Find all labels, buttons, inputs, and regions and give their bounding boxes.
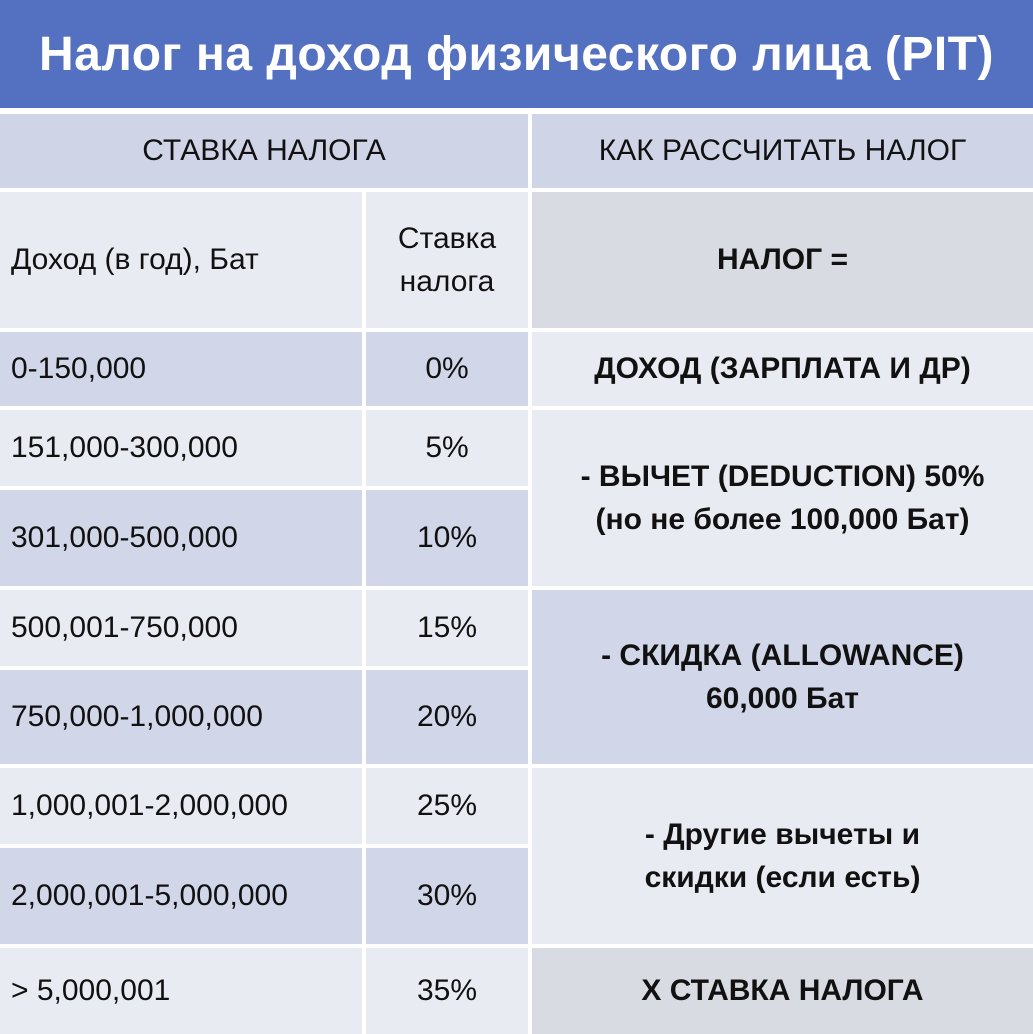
column-header-rate-label: Ставка налога [397, 221, 497, 299]
income-value: 500,001-750,000 [11, 611, 238, 645]
rate-value: 15% [416, 611, 478, 645]
rate-value: 35% [416, 974, 478, 1008]
header-how-to-calc: КАК РАССЧИТАТЬ НАЛОГ [532, 114, 1033, 188]
rate-cell: 10% [366, 490, 528, 586]
rate-value: 5% [425, 431, 469, 465]
rate-cell: 5% [366, 410, 528, 486]
formula-allowance: - СКИДКА (ALLOWANCE) 60,000 Бат [532, 590, 1033, 764]
formula-income: ДОХОД (ЗАРПЛАТА И ДР) [532, 332, 1033, 406]
rate-cell: 30% [366, 848, 528, 944]
rate-cell: 0% [366, 332, 528, 406]
income-value: 301,000-500,000 [11, 521, 238, 555]
formula-tax-equals-label: НАЛОГ = [717, 243, 848, 277]
income-cell: 750,000-1,000,000 [0, 670, 362, 764]
income-cell: 301,000-500,000 [0, 490, 362, 586]
formula-other-deductions-label: - Другие вычеты и скидки (если есть) [644, 817, 921, 895]
income-cell: > 5,000,001 [0, 948, 362, 1034]
rate-cell: 35% [366, 948, 528, 1034]
income-value: 2,000,001-5,000,000 [11, 879, 288, 913]
page-title-bar: Налог на доход физического лица (PIT) [0, 0, 1033, 108]
rate-cell: 15% [366, 590, 528, 666]
formula-deduction-label: - ВЫЧЕТ (DEDUCTION) 50% (но не более 100… [580, 459, 985, 537]
formula-deduction: - ВЫЧЕТ (DEDUCTION) 50% (но не более 100… [532, 410, 1033, 586]
income-value: > 5,000,001 [11, 974, 171, 1008]
column-header-income: Доход (в год), Бат [0, 192, 362, 328]
rate-value: 0% [425, 352, 469, 386]
income-cell: 0-150,000 [0, 332, 362, 406]
header-how-to-calc-label: КАК РАССЧИТАТЬ НАЛОГ [598, 134, 967, 168]
rate-value: 25% [416, 789, 478, 823]
formula-allowance-label: - СКИДКА (ALLOWANCE) 60,000 Бат [601, 638, 964, 716]
rate-value: 10% [416, 521, 478, 555]
income-cell: 500,001-750,000 [0, 590, 362, 666]
income-value: 1,000,001-2,000,000 [11, 789, 288, 823]
rate-cell: 25% [366, 768, 528, 844]
formula-income-label: ДОХОД (ЗАРПЛАТА И ДР) [594, 352, 971, 386]
formula-times-rate: X СТАВКА НАЛОГА [532, 948, 1033, 1034]
formula-other-deductions: - Другие вычеты и скидки (если есть) [532, 768, 1033, 944]
header-tax-rate: СТАВКА НАЛОГА [0, 114, 528, 188]
formula-tax-equals: НАЛОГ = [532, 192, 1033, 328]
page-title: Налог на доход физического лица (PIT) [39, 27, 994, 81]
formula-times-rate-label: X СТАВКА НАЛОГА [641, 974, 924, 1008]
header-tax-rate-label: СТАВКА НАЛОГА [142, 134, 386, 168]
income-cell: 1,000,001-2,000,000 [0, 768, 362, 844]
column-header-income-label: Доход (в год), Бат [11, 243, 259, 277]
column-header-rate: Ставка налога [366, 192, 528, 328]
rate-value: 30% [416, 879, 478, 913]
income-value: 151,000-300,000 [11, 431, 238, 465]
rate-value: 20% [416, 700, 478, 734]
income-value: 750,000-1,000,000 [11, 700, 263, 734]
income-cell: 2,000,001-5,000,000 [0, 848, 362, 944]
income-value: 0-150,000 [11, 352, 147, 386]
rate-cell: 20% [366, 670, 528, 764]
income-cell: 151,000-300,000 [0, 410, 362, 486]
